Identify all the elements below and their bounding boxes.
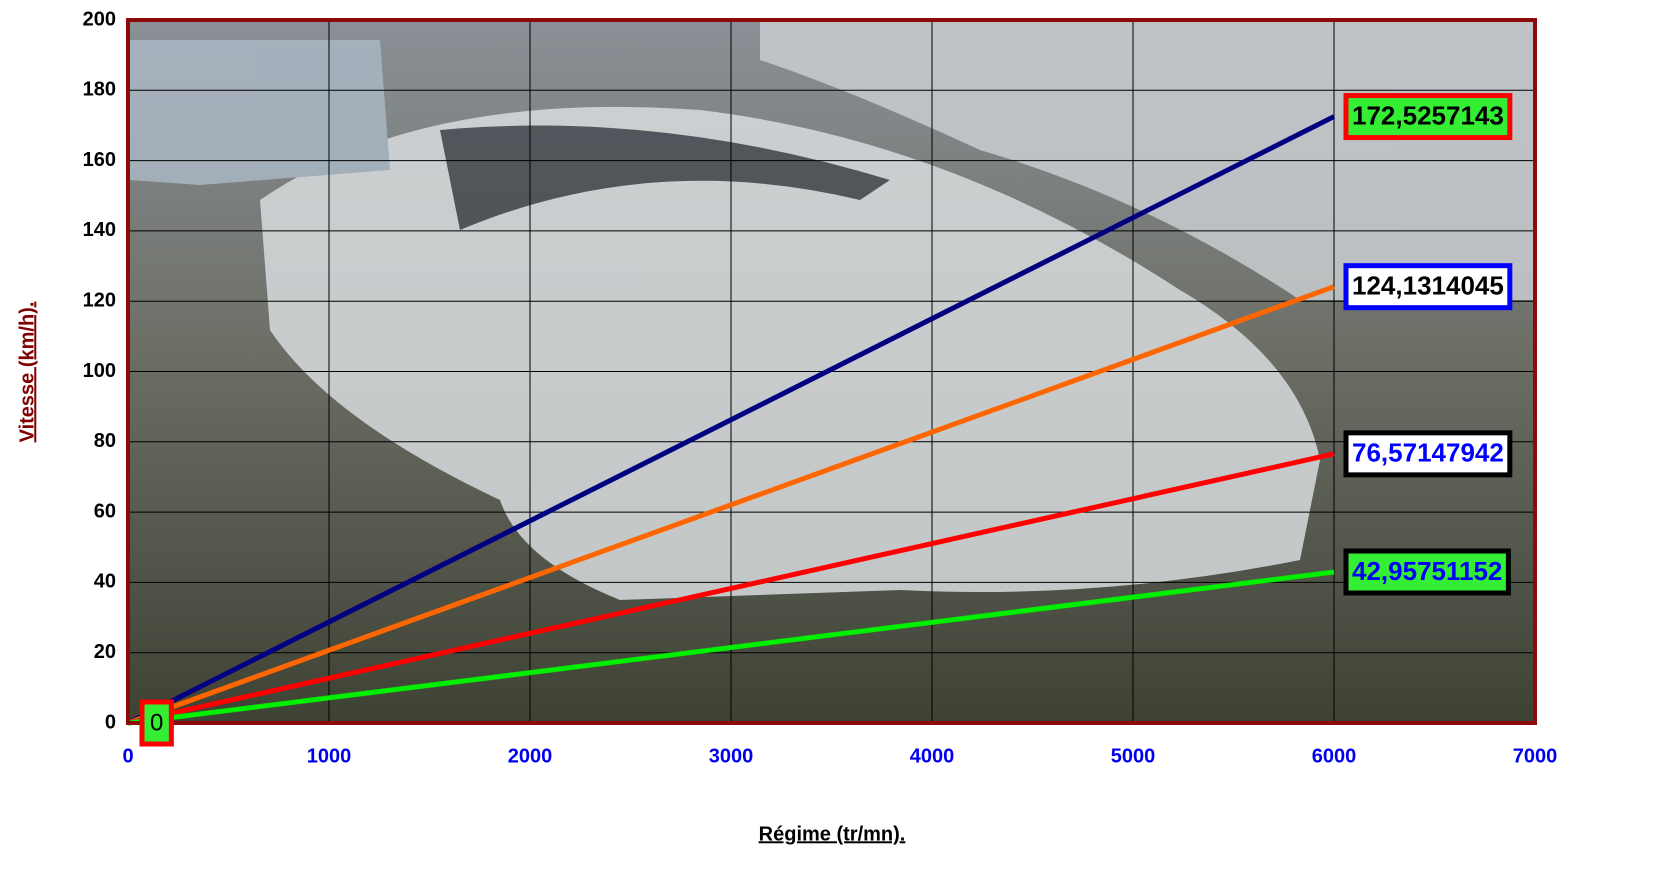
- x-tick-label: 0: [122, 745, 133, 767]
- x-tick-label: 4000: [910, 745, 955, 767]
- y-tick-label: 40: [94, 571, 116, 593]
- x-tick-label: 5000: [1111, 745, 1156, 767]
- y-tick-label: 0: [105, 711, 116, 733]
- y-tick-label: 140: [83, 219, 116, 241]
- data-label: 42,95751152: [1346, 551, 1508, 593]
- y-tick-label: 180: [83, 79, 116, 101]
- data-label-text: 172,5257143: [1352, 100, 1504, 130]
- data-label: 0: [142, 702, 171, 744]
- y-tick-label: 120: [83, 289, 116, 311]
- y-tick-label: 60: [94, 500, 116, 522]
- y-axis-title: Vitesse (km/h).: [16, 302, 38, 443]
- y-tick-label: 200: [83, 8, 116, 30]
- data-label: 172,5257143: [1346, 96, 1510, 138]
- chart: Régime (tr/mn). Vitesse (km/h). 0 20 40 60 8…: [0, 0, 1675, 884]
- x-axis-title: Régime (tr/mn).: [759, 823, 906, 845]
- y-tick-label: 80: [94, 430, 116, 452]
- data-label: 124,1314045: [1346, 266, 1510, 308]
- x-tick-label: 3000: [709, 745, 754, 767]
- y-tick-label: 100: [83, 360, 116, 382]
- x-tick-label: 6000: [1312, 745, 1357, 767]
- x-tick-label: 7000: [1513, 745, 1558, 767]
- data-label-text: 42,95751152: [1352, 556, 1502, 586]
- data-label-text: 0: [150, 709, 163, 736]
- x-tick-label: 2000: [508, 745, 553, 767]
- page: Régime (tr/mn). Vitesse (km/h). 0 20 40 60 8…: [0, 0, 1675, 884]
- x-tick-label: 1000: [307, 745, 352, 767]
- y-tick-label: 160: [83, 149, 116, 171]
- data-label-text: 76,57147942: [1352, 438, 1504, 468]
- y-tick-label: 20: [94, 641, 116, 663]
- data-label: 76,57147942: [1346, 433, 1510, 475]
- data-label-text: 124,1314045: [1352, 271, 1504, 301]
